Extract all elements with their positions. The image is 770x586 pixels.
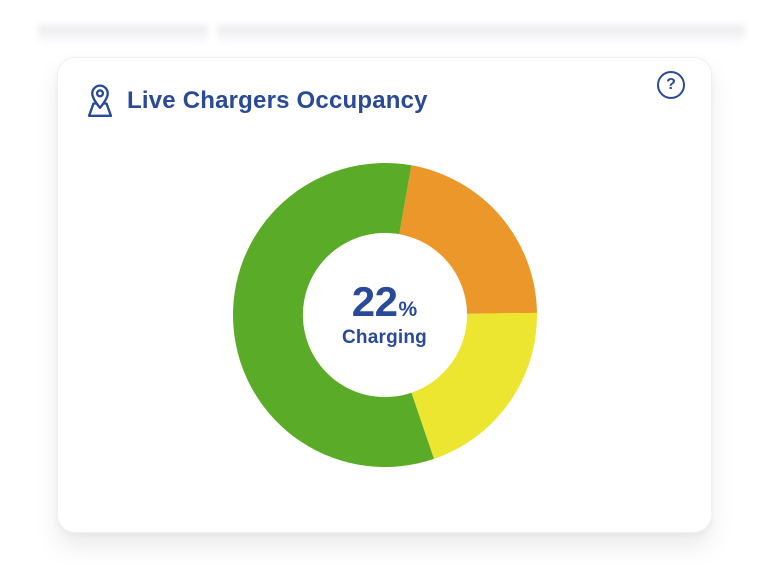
card-title-group: Live Chargers Occupancy [82, 82, 428, 120]
occupancy-donut-chart: 22 % Charging [232, 163, 537, 467]
top-card-shadow-right [217, 25, 745, 45]
top-card-shadow-left [38, 25, 208, 45]
donut-segment-yellow[interactable] [410, 312, 537, 459]
donut-segment-green[interactable] [232, 163, 434, 467]
card-header: Live Chargers Occupancy ? [58, 58, 711, 120]
map-pin-icon [82, 82, 118, 120]
card-title: Live Chargers Occupancy [127, 86, 428, 114]
help-glyph: ? [666, 76, 676, 93]
live-chargers-occupancy-card: Live Chargers Occupancy ? 22 % Charging [57, 57, 712, 533]
help-icon[interactable]: ? [657, 71, 685, 99]
donut-segment-orange[interactable] [398, 165, 537, 314]
donut-svg [232, 163, 537, 467]
